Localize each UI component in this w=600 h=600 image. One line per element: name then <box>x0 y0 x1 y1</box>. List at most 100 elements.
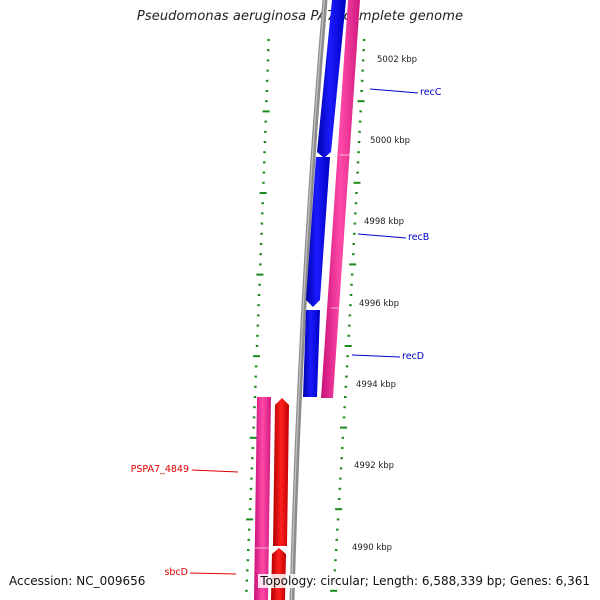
gene-label-recD[interactable]: recD <box>402 351 424 362</box>
minor-tick <box>336 518 340 521</box>
minor-tick <box>346 355 349 358</box>
minor-tick <box>354 212 357 215</box>
minor-tick <box>338 498 341 500</box>
minor-tick <box>344 396 347 398</box>
minor-tick <box>253 406 256 409</box>
minor-tick <box>342 416 346 419</box>
cds-recC[interactable] <box>317 0 346 158</box>
gene-leader-line <box>369 88 419 94</box>
minor-tick <box>265 100 268 103</box>
minor-tick <box>360 90 363 92</box>
major-tick <box>353 181 361 184</box>
minor-tick <box>358 130 361 133</box>
minor-tick <box>254 385 257 388</box>
minor-tick <box>263 161 266 164</box>
minor-tick <box>262 181 265 184</box>
genome-backbone-highlight <box>290 0 325 600</box>
minor-tick <box>362 39 366 41</box>
gene-label-sbcD[interactable]: sbcD <box>164 567 188 578</box>
minor-tick <box>336 528 339 531</box>
major-tick <box>340 426 347 429</box>
minor-tick <box>251 457 254 460</box>
minor-tick <box>254 365 258 368</box>
minor-tick <box>252 416 256 419</box>
minor-tick <box>246 559 250 562</box>
minor-tick <box>251 447 254 449</box>
minor-tick <box>250 467 254 470</box>
major-tick <box>249 436 257 439</box>
minor-tick <box>338 487 342 490</box>
minor-tick <box>246 569 249 572</box>
minor-tick <box>349 304 352 307</box>
scale-tick-label: 5000 kbp <box>370 136 410 146</box>
minor-tick <box>341 447 344 449</box>
minor-tick <box>259 263 262 266</box>
cds-recB[interactable] <box>306 157 330 307</box>
major-tick <box>253 355 261 358</box>
gene-leader-line <box>191 469 239 473</box>
cds-PSPA7_4849[interactable] <box>273 398 289 546</box>
minor-tick <box>355 192 358 194</box>
gene-leader-line <box>351 354 401 358</box>
minor-tick <box>264 120 267 123</box>
minor-tick <box>261 212 264 215</box>
minor-tick <box>261 202 264 205</box>
cds-recD[interactable] <box>303 310 320 397</box>
minor-tick <box>345 375 348 378</box>
minor-tick <box>361 69 364 72</box>
minor-tick <box>349 294 353 296</box>
minor-tick <box>260 222 264 225</box>
major-tick <box>344 345 352 347</box>
minor-tick <box>339 467 343 470</box>
minor-tick <box>348 314 352 317</box>
minor-tick <box>259 253 262 256</box>
genome-backbone <box>289 0 328 600</box>
minor-tick <box>358 120 362 123</box>
minor-tick <box>257 314 260 317</box>
gene-label-recC[interactable]: recC <box>420 87 442 98</box>
minor-tick <box>245 579 249 582</box>
minor-tick <box>260 232 263 235</box>
major-tick <box>256 273 264 276</box>
minor-tick <box>266 59 270 62</box>
minor-tick <box>257 304 260 307</box>
minor-tick <box>354 202 358 205</box>
gene-leader-line <box>189 572 237 575</box>
minor-tick <box>350 273 354 276</box>
scale-tick-label: 4998 kbp <box>364 217 404 227</box>
major-tick <box>259 192 267 194</box>
gene-label-PSPA7_4849[interactable]: PSPA7_4849 <box>131 464 189 475</box>
minor-tick <box>345 365 349 368</box>
minor-tick <box>254 375 257 378</box>
minor-tick <box>247 549 250 551</box>
minor-tick <box>266 69 269 72</box>
gene-label-recB[interactable]: recB <box>408 232 429 243</box>
minor-tick <box>357 151 360 154</box>
gene-track-lower <box>254 397 271 600</box>
major-tick <box>357 100 365 103</box>
minor-tick <box>333 569 337 572</box>
minor-tick <box>247 538 250 541</box>
minor-tick <box>352 243 355 245</box>
minor-tick <box>247 528 251 531</box>
minor-tick <box>256 334 259 337</box>
major-tick <box>335 508 343 511</box>
genome-summary-text: Topology: circular; Length: 6,588,339 bp… <box>258 574 592 588</box>
minor-tick <box>359 110 362 113</box>
minor-tick <box>350 283 353 286</box>
minor-tick <box>249 487 253 490</box>
minor-tick <box>265 90 269 92</box>
minor-tick <box>343 406 346 409</box>
minor-tick <box>249 498 252 500</box>
inner-tick-ring <box>245 39 270 592</box>
minor-tick <box>255 345 259 347</box>
minor-tick <box>265 79 269 82</box>
minor-tick <box>334 559 337 562</box>
accession-text: Accession: NC_009656 <box>9 574 146 588</box>
scale-tick-label: 4994 kbp <box>356 380 396 390</box>
minor-tick <box>348 324 351 327</box>
scale-tick-label: 4990 kbp <box>352 543 392 553</box>
minor-tick <box>263 151 266 154</box>
minor-tick <box>248 508 252 511</box>
